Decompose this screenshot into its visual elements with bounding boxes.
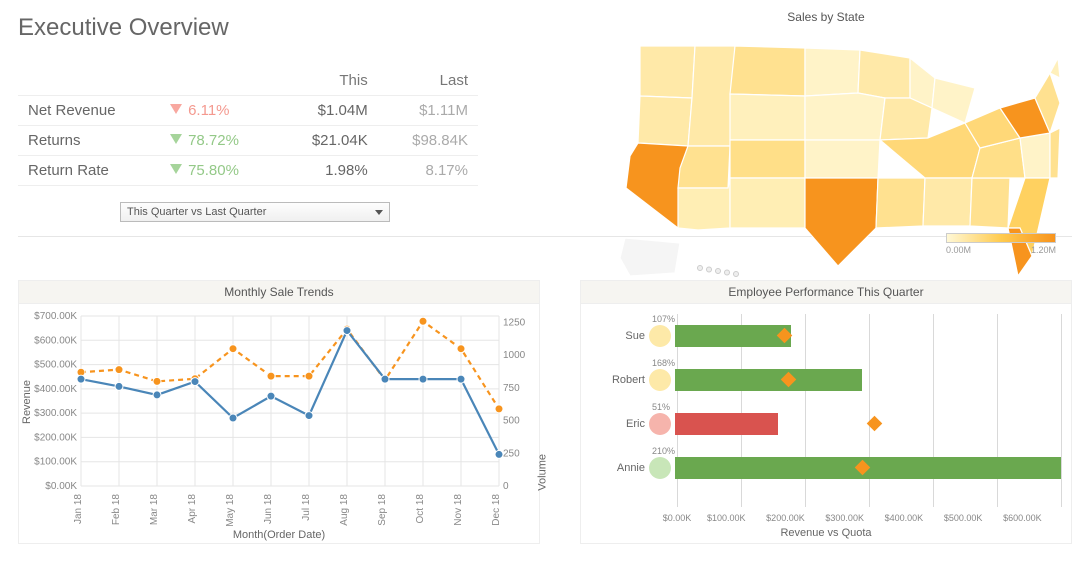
svg-text:1000: 1000 [503, 350, 526, 361]
sales-map-title: Sales by State [580, 6, 1072, 28]
employee-bar [675, 325, 791, 347]
employee-pct: 107% [652, 314, 675, 324]
svg-text:$700.00K: $700.00K [34, 311, 77, 322]
kpi-name: Return Rate [18, 156, 160, 186]
period-selected-label: This Quarter vs Last Quarter [127, 206, 266, 218]
employee-tick: $400.00K [885, 513, 924, 523]
kpi-header-last: Last [378, 66, 478, 96]
kpi-table: This Last Net Revenue6.11%$1.04M$1.11MRe… [18, 66, 478, 186]
svg-text:$500.00K: $500.00K [34, 360, 77, 371]
employee-pct: 51% [652, 402, 670, 412]
chevron-down-icon [375, 210, 383, 215]
svg-text:$200.00K: $200.00K [34, 432, 77, 443]
employee-tick: $500.00K [944, 513, 983, 523]
volume-axis-label: Volume [537, 454, 549, 491]
kpi-name: Returns [18, 126, 160, 156]
employee-tick: $200.00K [766, 513, 805, 523]
svg-text:Dec 18: Dec 18 [491, 494, 502, 526]
trend-down-icon [170, 134, 182, 144]
kpi-change: 75.80% [160, 156, 277, 186]
svg-text:$300.00K: $300.00K [34, 408, 77, 419]
svg-text:Mar 18: Mar 18 [149, 494, 160, 526]
employee-tick: $600.00K [1003, 513, 1042, 523]
svg-text:Sep 18: Sep 18 [377, 494, 388, 526]
employee-status-dot [649, 325, 671, 347]
kpi-last: $1.11M [378, 96, 478, 126]
svg-text:Aug 18: Aug 18 [339, 494, 350, 526]
employee-name: Eric [581, 418, 645, 430]
svg-text:500: 500 [503, 416, 520, 427]
employee-status-dot [649, 457, 671, 479]
sales-map: 0.00M 1.20M [580, 28, 1072, 280]
svg-text:750: 750 [503, 383, 520, 394]
svg-text:Jan 18: Jan 18 [73, 494, 84, 524]
employee-pct: 210% [652, 446, 675, 456]
kpi-change: 6.11% [160, 96, 277, 126]
kpi-change: 78.72% [160, 126, 277, 156]
employee-name: Annie [581, 462, 645, 474]
trends-svg: $0.00K $100.00K $200.00K $300.00K $400.00K $5… [19, 304, 541, 544]
svg-text:250: 250 [503, 448, 520, 459]
employee-pct: 168% [652, 358, 675, 368]
svg-text:Feb 18: Feb 18 [111, 494, 122, 526]
employee-name: Sue [581, 330, 645, 342]
employee-quota-marker [867, 416, 883, 432]
svg-text:$600.00K: $600.00K [34, 335, 77, 346]
map-legend-max: 1.20M [1031, 245, 1056, 255]
employee-tick: $100.00K [707, 513, 746, 523]
svg-text:May 18: May 18 [225, 494, 236, 527]
trend-down-icon [170, 104, 182, 114]
svg-text:Apr 18: Apr 18 [187, 494, 198, 524]
monthly-trends-title: Monthly Sale Trends [18, 280, 540, 304]
sales-map-panel: Sales by State 0.00M 1.20M [580, 6, 1072, 280]
kpi-this: 1.98% [277, 156, 377, 186]
monthly-trends-chart: $0.00K $100.00K $200.00K $300.00K $400.00K $5… [18, 304, 540, 544]
period-selector[interactable]: This Quarter vs Last Quarter [120, 202, 390, 222]
svg-text:1250: 1250 [503, 318, 526, 329]
employee-panel: Employee Performance This Quarter Sue 107… [580, 280, 1072, 544]
svg-text:0: 0 [503, 481, 509, 492]
monthly-trends-panel: Monthly Sale Trends $0.00K $100.00K $200.0… [18, 280, 540, 544]
revenue-axis-label: Revenue [21, 380, 33, 424]
kpi-header-this: This [277, 66, 377, 96]
kpi-row: Return Rate75.80%1.98%8.17% [18, 156, 478, 186]
kpi-row: Net Revenue6.11%$1.04M$1.11M [18, 96, 478, 126]
employee-status-dot [649, 413, 671, 435]
employee-bar [675, 413, 778, 435]
svg-text:Jul 18: Jul 18 [301, 494, 312, 521]
svg-text:Nov 18: Nov 18 [453, 494, 464, 526]
kpi-row: Returns78.72%$21.04K$98.84K [18, 126, 478, 156]
svg-text:Oct 18: Oct 18 [415, 494, 426, 524]
employee-tick: $300.00K [825, 513, 864, 523]
trend-down-icon [170, 164, 182, 174]
employee-title: Employee Performance This Quarter [580, 280, 1072, 304]
map-legend-bar [946, 233, 1056, 243]
employee-chart: Sue 107% Robert 168% Eric 51% Annie 210% $0.00K… [580, 304, 1072, 544]
svg-text:$400.00K: $400.00K [34, 384, 77, 395]
svg-text:Jun 18: Jun 18 [263, 494, 274, 524]
employee-name: Robert [581, 374, 645, 386]
map-legend-min: 0.00M [946, 245, 971, 255]
kpi-name: Net Revenue [18, 96, 160, 126]
employee-xlabel: Revenue vs Quota [581, 527, 1071, 539]
svg-text:$0.00K: $0.00K [45, 481, 77, 492]
kpi-last: $98.84K [378, 126, 478, 156]
kpi-this: $21.04K [277, 126, 377, 156]
employee-status-dot [649, 369, 671, 391]
month-axis-label: Month(Order Date) [19, 529, 539, 541]
employee-bar [675, 369, 862, 391]
kpi-this: $1.04M [277, 96, 377, 126]
map-legend: 0.00M 1.20M [946, 233, 1056, 255]
svg-text:$100.00K: $100.00K [34, 457, 77, 468]
employee-tick: $0.00K [663, 513, 692, 523]
kpi-last: 8.17% [378, 156, 478, 186]
